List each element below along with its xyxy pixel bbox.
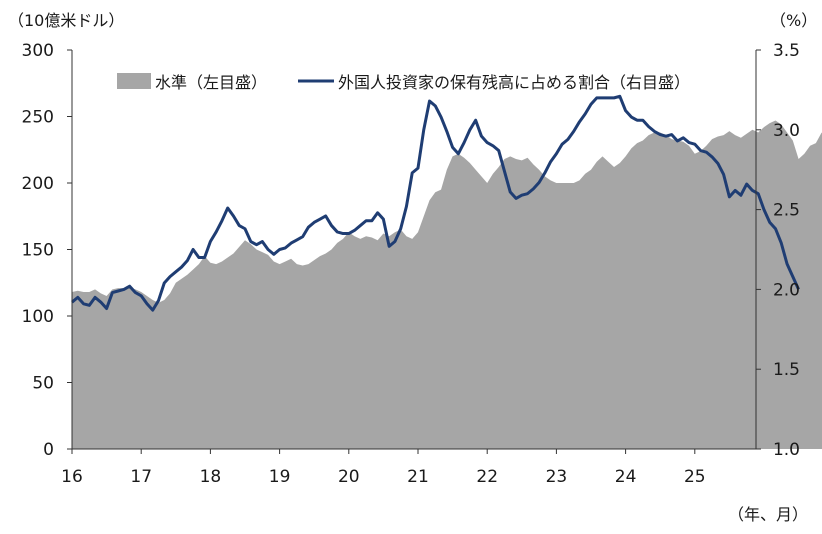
x-tick-label: 23 (546, 467, 568, 487)
x-tick-label: 16 (61, 467, 83, 487)
left-tick-label: 50 (32, 374, 54, 394)
left-tick-label: 100 (22, 307, 54, 327)
right-tick-label: 2.5 (773, 201, 800, 221)
right-tick-label: 3.0 (773, 121, 800, 141)
area-series-level (72, 120, 822, 449)
line-series-foreign-share (71, 94, 800, 312)
x-tick-label: 17 (130, 467, 152, 487)
tick-layer: 0 50 100 150 200 250 300 1.0 1.5 2.0 2.5 3.0 3.5 16 17… (22, 41, 800, 487)
left-tick-label: 150 (22, 241, 54, 261)
left-tick-label: 300 (22, 41, 54, 61)
right-tick-label: 1.0 (773, 440, 800, 460)
legend: 水準（左目盛） 外国人投資家の保有残高に占める割合（右目盛） (117, 73, 690, 92)
right-tick-label: 1.5 (773, 360, 800, 380)
x-tick-label: 25 (684, 467, 706, 487)
left-tick-label: 250 (22, 108, 54, 128)
x-tick-label: 21 (407, 467, 429, 487)
x-axis-unit: （年、月） (728, 505, 808, 524)
x-tick-label: 22 (476, 467, 498, 487)
right-axis-unit: （%） (770, 11, 817, 30)
axis-layer (67, 49, 761, 454)
legend-label-area: 水準（左目盛） (155, 73, 267, 92)
line-layer (71, 94, 800, 312)
x-tick-label: 20 (338, 467, 360, 487)
x-tick-label: 24 (615, 467, 637, 487)
left-tick-label: 200 (22, 174, 54, 194)
right-tick-label: 3.5 (773, 41, 800, 61)
area-layer (72, 120, 822, 449)
left-tick-label: 0 (43, 440, 54, 460)
legend-swatch-area (117, 73, 151, 89)
x-tick-label: 18 (200, 467, 222, 487)
right-tick-label: 2.0 (773, 280, 800, 300)
left-axis-unit: （10億米ドル） (8, 11, 124, 30)
legend-label-line: 外国人投資家の保有残高に占める割合（右目盛） (338, 73, 690, 92)
x-tick-label: 19 (269, 467, 291, 487)
